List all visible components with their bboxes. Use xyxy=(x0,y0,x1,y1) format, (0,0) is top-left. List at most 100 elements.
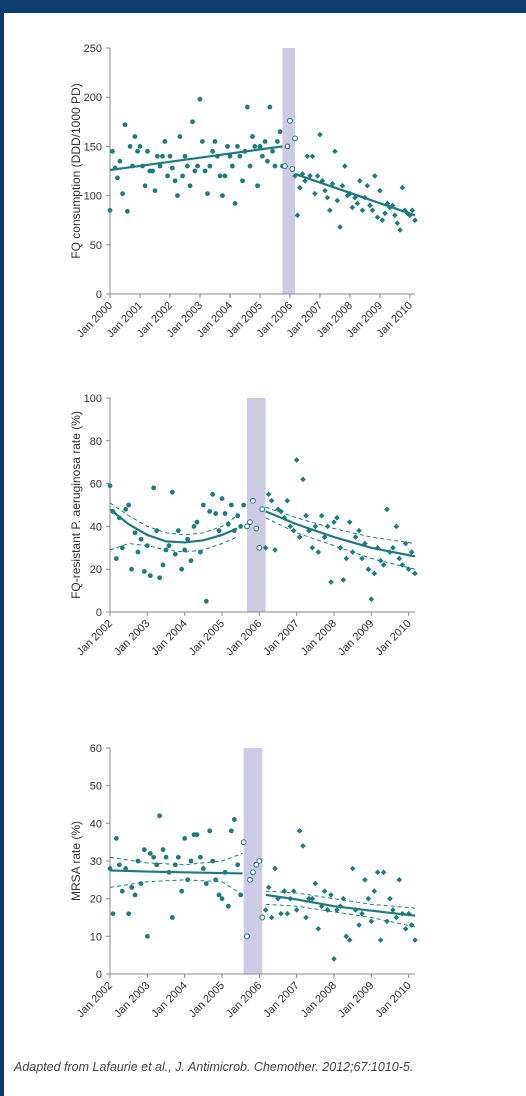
data-point xyxy=(217,173,223,179)
data-point-post xyxy=(275,895,281,902)
data-point xyxy=(242,148,248,154)
trend-line xyxy=(265,893,416,917)
data-point xyxy=(190,119,195,125)
data-point-post xyxy=(377,937,384,943)
data-point xyxy=(112,165,118,171)
data-point-post xyxy=(328,892,334,898)
data-point-post xyxy=(337,545,344,551)
y-tick-label: 40 xyxy=(90,818,102,830)
ci-upper-line xyxy=(109,502,238,536)
data-point-post xyxy=(412,570,418,577)
y-tick-label: 0 xyxy=(96,607,102,619)
data-point xyxy=(132,530,138,536)
data-point xyxy=(152,188,158,194)
x-tick-label: Jan 2002 xyxy=(75,980,115,1020)
data-point-transition xyxy=(284,143,291,150)
x-tick-label: Jan 2008 xyxy=(299,618,339,658)
data-point-post xyxy=(318,903,325,909)
data-point-post xyxy=(368,918,375,925)
data-point xyxy=(175,193,180,199)
data-point xyxy=(179,888,185,894)
data-point xyxy=(138,881,144,886)
data-point-transition xyxy=(292,135,298,142)
data-point-post xyxy=(344,192,351,199)
ci-lower-line xyxy=(109,536,238,553)
data-point-post xyxy=(278,508,284,515)
data-point-post xyxy=(372,173,378,179)
data-point-post xyxy=(365,566,372,572)
data-point-transition xyxy=(253,525,260,532)
data-point-post xyxy=(377,187,383,194)
data-point xyxy=(188,558,194,564)
data-point xyxy=(228,828,234,834)
data-point xyxy=(169,165,175,171)
data-point-post xyxy=(362,877,368,883)
data-point-post xyxy=(399,562,406,568)
y-tick-label: 250 xyxy=(84,43,102,55)
data-point xyxy=(213,511,219,516)
data-point xyxy=(163,547,169,553)
data-point-transition xyxy=(240,839,247,846)
y-tick-label: 30 xyxy=(90,856,102,868)
data-point-post xyxy=(337,224,343,230)
data-point xyxy=(110,509,116,514)
y-tick-label: 40 xyxy=(90,521,102,533)
data-point-post xyxy=(309,153,316,160)
data-point-post xyxy=(399,184,406,191)
x-tick-label: Jan 2007 xyxy=(261,618,301,658)
data-point-transition xyxy=(247,876,253,883)
y-tick-label: 10 xyxy=(90,931,102,943)
data-point-post xyxy=(334,515,340,521)
data-point xyxy=(274,139,280,144)
x-tick-label: Jan 2004 xyxy=(149,980,189,1020)
x-tick-label: Jan 2006 xyxy=(224,980,264,1020)
data-point xyxy=(241,502,247,508)
data-point-post xyxy=(332,148,338,155)
data-point-post xyxy=(309,895,316,902)
data-point xyxy=(157,163,163,169)
x-tick-label: Jan 2010 xyxy=(373,618,413,658)
data-point xyxy=(229,163,235,169)
data-point xyxy=(192,168,198,174)
data-point-post xyxy=(394,220,401,226)
data-point-post xyxy=(278,910,284,917)
data-point-post xyxy=(302,178,308,184)
data-point xyxy=(119,545,125,551)
data-point xyxy=(210,858,216,864)
data-point-transition xyxy=(244,933,250,940)
data-point-post xyxy=(368,596,375,602)
data-point-transition xyxy=(256,858,263,864)
data-point xyxy=(257,144,263,149)
data-point-post xyxy=(374,214,381,221)
data-point-post xyxy=(343,933,350,940)
data-point-post xyxy=(292,173,298,179)
data-point xyxy=(228,502,234,508)
data-point xyxy=(124,208,130,214)
data-point xyxy=(225,903,231,909)
data-point-post xyxy=(275,506,281,513)
data-point xyxy=(145,148,150,154)
data-point-post xyxy=(349,204,356,211)
data-point-post xyxy=(312,880,319,887)
data-point-post xyxy=(384,918,390,925)
data-point-post xyxy=(379,217,386,223)
intervention-band xyxy=(243,748,263,974)
x-tick-label: Jan 2003 xyxy=(112,980,152,1020)
data-point xyxy=(191,524,197,529)
data-point-post xyxy=(404,210,411,217)
data-point xyxy=(160,847,166,853)
data-point-post xyxy=(356,527,362,534)
data-point xyxy=(144,543,150,549)
data-point-post xyxy=(294,212,301,219)
data-point-post xyxy=(362,540,368,547)
data-point xyxy=(199,139,205,144)
y-axis-label: FQ-resistant P. aeruginosa rate (%) xyxy=(69,411,83,599)
y-tick-label: 20 xyxy=(90,564,102,576)
ci-upper-line xyxy=(109,852,243,866)
data-point-post xyxy=(405,566,412,572)
data-point-transition xyxy=(289,166,296,172)
data-point xyxy=(240,178,245,184)
data-point xyxy=(142,183,148,189)
ci-upper-line xyxy=(265,506,416,545)
data-point xyxy=(225,521,231,527)
